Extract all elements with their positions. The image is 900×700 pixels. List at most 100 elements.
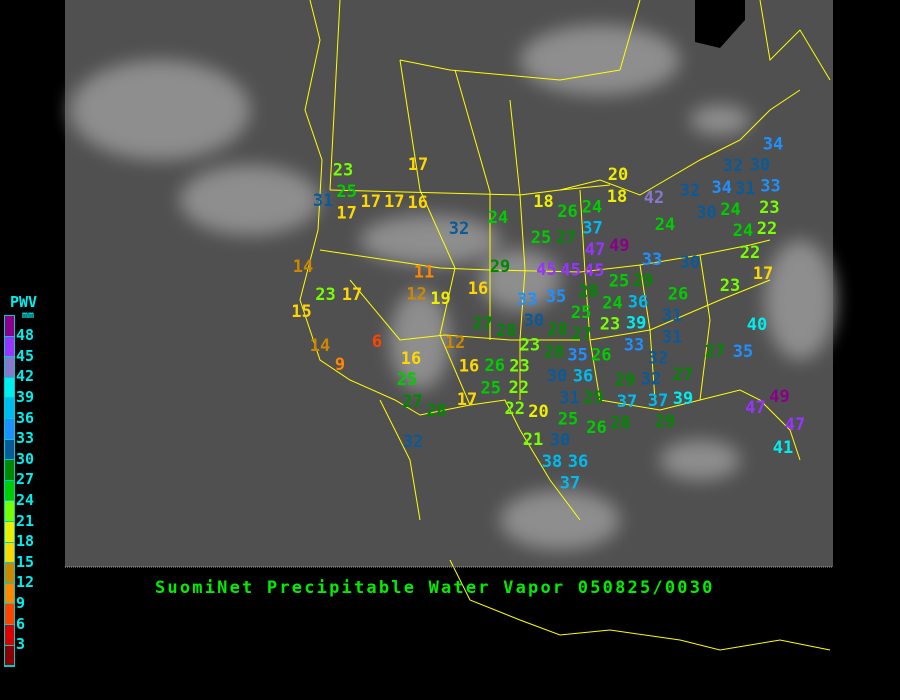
station-pwv-value: 35 bbox=[546, 287, 566, 307]
station-pwv-value: 28 bbox=[544, 342, 564, 362]
station-pwv-value: 26 bbox=[484, 356, 504, 376]
station-pwv-value: 33 bbox=[624, 335, 644, 355]
station-pwv-value: 25 bbox=[609, 271, 629, 291]
station-pwv-value: 27 bbox=[402, 392, 422, 412]
state-borders bbox=[299, 0, 831, 651]
legend-swatch bbox=[5, 645, 14, 667]
station-pwv-value: 30 bbox=[680, 253, 700, 273]
station-pwv-value: 25 bbox=[558, 410, 578, 430]
station-pwv-value: 17 bbox=[384, 192, 404, 212]
station-pwv-value: 37 bbox=[648, 391, 668, 411]
legend-swatch bbox=[5, 316, 14, 337]
station-pwv-value: 20 bbox=[528, 402, 548, 422]
legend-swatch bbox=[5, 418, 14, 440]
station-pwv-value: 32 bbox=[641, 370, 661, 390]
station-pwv-value: 6 bbox=[372, 332, 382, 352]
station-pwv-value: 33 bbox=[760, 177, 780, 197]
station-pwv-value: 37 bbox=[617, 392, 637, 412]
station-pwv-value: 26 bbox=[668, 285, 688, 305]
legend-label: 48 bbox=[16, 326, 35, 345]
legend-label: 21 bbox=[16, 511, 35, 530]
station-pwv-value: 49 bbox=[769, 387, 789, 407]
station-pwv-value: 28 bbox=[547, 320, 567, 340]
legend-label: 3 bbox=[16, 635, 26, 654]
station-pwv-value: 41 bbox=[773, 438, 793, 458]
station-pwv-value: 22 bbox=[505, 399, 525, 419]
map-title: SuomiNet Precipitable Water Vapor 050825… bbox=[155, 578, 715, 598]
legend-swatch bbox=[5, 336, 14, 358]
station-pwv-value: 39 bbox=[626, 314, 646, 334]
legend-label: 9 bbox=[16, 593, 26, 612]
station-pwv-value: 45 bbox=[584, 261, 604, 281]
station-pwv-value: 20 bbox=[608, 165, 628, 185]
legend-label: 27 bbox=[16, 470, 35, 489]
station-pwv-value: 12 bbox=[445, 333, 465, 353]
station-pwv-value: 17 bbox=[360, 192, 380, 212]
legend-swatch bbox=[5, 583, 14, 605]
pwv-color-scale bbox=[4, 315, 15, 668]
station-pwv-value: 31 bbox=[735, 179, 755, 199]
station-pwv-value: 29 bbox=[655, 412, 675, 432]
station-pwv-value: 28 bbox=[426, 401, 446, 421]
station-pwv-value: 27 bbox=[673, 365, 693, 385]
station-pwv-value: 24 bbox=[720, 200, 740, 220]
cloud-cover bbox=[70, 25, 835, 550]
station-pwv-value: 31 bbox=[559, 388, 579, 408]
station-pwv-value: 37 bbox=[582, 219, 602, 239]
station-pwv-value: 24 bbox=[488, 208, 508, 228]
station-pwv-value: 42 bbox=[644, 188, 664, 208]
station-pwv-value: 23 bbox=[333, 161, 353, 181]
legend-swatch bbox=[5, 563, 14, 584]
legend-swatch bbox=[5, 501, 14, 522]
legend-label: 12 bbox=[16, 573, 35, 592]
legend-swatch bbox=[5, 624, 14, 646]
station-pwv-value: 40 bbox=[747, 315, 767, 335]
station-pwv-value: 17 bbox=[457, 390, 477, 410]
station-pwv-value: 30 bbox=[524, 311, 544, 331]
station-pwv-value: 24 bbox=[582, 198, 602, 218]
legend-label: 30 bbox=[16, 449, 35, 468]
station-pwv-value: 19 bbox=[430, 289, 450, 309]
station-pwv-value: 32 bbox=[449, 219, 469, 239]
legend-swatch bbox=[5, 480, 14, 502]
station-pwv-value: 28 bbox=[610, 414, 630, 434]
legend-swatch bbox=[5, 521, 14, 543]
station-pwv-value: 30 bbox=[696, 203, 716, 223]
station-pwv-value: 47 bbox=[785, 415, 805, 435]
station-pwv-value: 24 bbox=[655, 215, 675, 235]
station-pwv-value: 30 bbox=[750, 155, 770, 175]
station-pwv-value: 29 bbox=[490, 257, 510, 277]
station-pwv-value: 29 bbox=[583, 388, 603, 408]
station-pwv-value: 16 bbox=[408, 193, 428, 213]
legend-label: 15 bbox=[16, 552, 35, 571]
station-pwv-value: 29 bbox=[633, 271, 653, 291]
station-pwv-value: 16 bbox=[468, 279, 488, 299]
legend-swatch bbox=[5, 357, 14, 378]
station-pwv-value: 17 bbox=[753, 264, 773, 284]
station-pwv-value: 18 bbox=[533, 192, 553, 212]
station-pwv-value: 28 bbox=[496, 321, 516, 341]
legend-label: 36 bbox=[16, 408, 35, 427]
station-pwv-value: 30 bbox=[550, 431, 570, 451]
legend-swatch bbox=[5, 604, 14, 625]
station-pwv-value: 23 bbox=[600, 315, 620, 335]
station-pwv-value: 23 bbox=[315, 285, 335, 305]
station-pwv-value: 18 bbox=[607, 187, 627, 207]
station-pwv-value: 36 bbox=[628, 293, 648, 313]
station-pwv-value: 22 bbox=[757, 219, 777, 239]
legend-unit: mm bbox=[22, 310, 35, 321]
station-pwv-value: 23 bbox=[509, 356, 529, 376]
station-pwv-value: 9 bbox=[335, 355, 345, 375]
station-pwv-value: 17 bbox=[342, 285, 362, 305]
station-pwv-value: 24 bbox=[733, 221, 753, 241]
station-pwv-value: 24 bbox=[602, 293, 622, 313]
station-pwv-value: 36 bbox=[573, 367, 593, 387]
legend-swatch bbox=[5, 377, 14, 399]
station-pwv-value: 27 bbox=[472, 314, 492, 334]
station-pwv-value: 23 bbox=[759, 198, 779, 218]
station-pwv-value: 37 bbox=[560, 474, 580, 494]
station-pwv-value: 23 bbox=[520, 335, 540, 355]
station-pwv-value: 32 bbox=[680, 181, 700, 201]
station-pwv-value: 25 bbox=[571, 303, 591, 323]
